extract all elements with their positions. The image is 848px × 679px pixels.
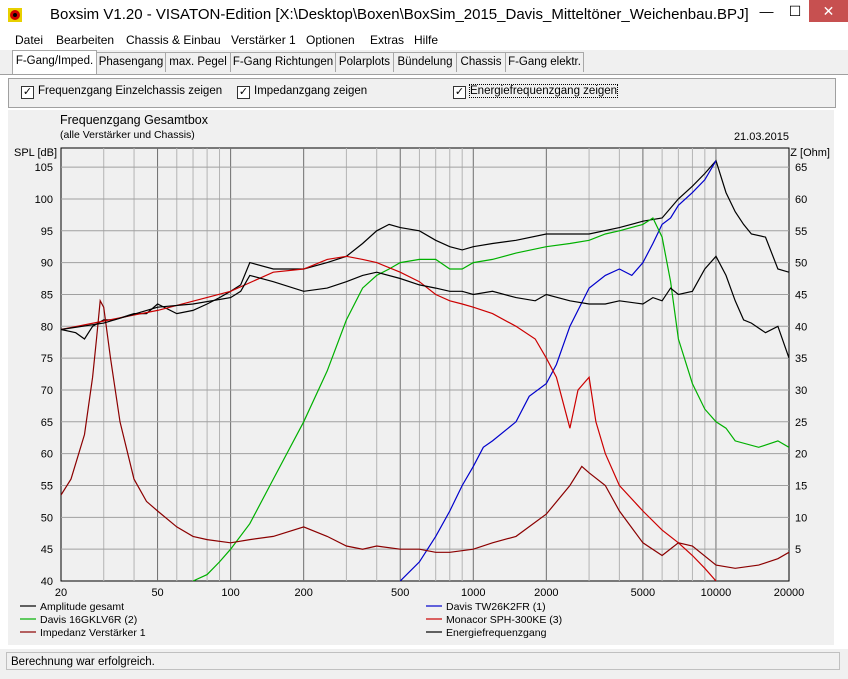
y2-tick-label: 30	[795, 385, 807, 397]
status-bar: Berechnung war erfolgreich.	[0, 649, 848, 679]
menu-datei[interactable]: Datei	[15, 33, 44, 47]
y2-tick-label: 55	[795, 226, 807, 238]
y-tick-label: 65	[41, 417, 53, 429]
tab-phasengang[interactable]: Phasengang	[96, 52, 166, 72]
checkbox-label: Frequenzgang Einzelchassis zeigen	[38, 85, 223, 97]
y-tick-label: 45	[41, 544, 53, 556]
y-tick-label: 70	[41, 385, 53, 397]
menu-extras[interactable]: Extras	[370, 33, 405, 47]
menu-verstaerker-1[interactable]: Verstärker 1	[231, 33, 296, 47]
y2-tick-label: 40	[795, 321, 807, 333]
legend-label: Monacor SPH-300KE (3)	[446, 614, 562, 626]
x-tick-label: 1000	[461, 587, 485, 599]
maximize-button[interactable]: ☐	[788, 3, 802, 19]
y2-tick-label: 50	[795, 258, 807, 270]
menu-hilfe[interactable]: Hilfe	[414, 33, 439, 47]
y-tick-label: 95	[41, 226, 53, 238]
checkbox-mark: ✓	[21, 86, 34, 99]
menu-chassis-einbau[interactable]: Chassis & Einbau	[126, 33, 221, 47]
plot-frame	[60, 147, 790, 582]
x-tick-label: 50	[151, 587, 163, 599]
tab-fgang-imped[interactable]: F-Gang/Imped.	[12, 50, 97, 74]
options-panel: ✓ Frequenzgang Einzelchassis zeigen ✓ Impe…	[8, 78, 836, 108]
y-axis-label: SPL [dB]	[14, 147, 57, 159]
menu-optionen[interactable]: Optionen	[306, 33, 355, 47]
checkbox-label: Energiefrequenzgang zeigen	[468, 84, 619, 98]
series-line-1	[61, 159, 789, 340]
legend-label: Impedanz Verstärker 1	[40, 627, 146, 639]
title-bar: Boxsim V1.20 - VISATON-Edition [X:\Deskt…	[0, 0, 848, 30]
legend-label: Davis TW26K2FR (1)	[446, 601, 546, 613]
close-button[interactable]: ✕	[809, 0, 848, 22]
x-tick-label: 20000	[774, 587, 805, 599]
chart-date: 21.03.2015	[734, 131, 789, 143]
y2-tick-label: 25	[795, 417, 807, 429]
x-tick-label: 20	[55, 587, 67, 599]
tab-chassis[interactable]: Chassis	[456, 52, 506, 72]
y-tick-label: 80	[41, 321, 53, 333]
y-tick-label: 55	[41, 480, 53, 492]
tab-strip: F-Gang/Imped. Phasengang max. Pegel F-Ga…	[0, 50, 848, 75]
y-tick-label: 100	[35, 194, 53, 206]
legend-label: Davis 16GKLV6R (2)	[40, 614, 137, 626]
y-tick-label: 75	[41, 353, 53, 365]
tab-fgang-elektr[interactable]: F-Gang elektr.	[505, 52, 584, 72]
checkbox-mark: ✓	[453, 86, 466, 99]
y-tick-label: 60	[41, 449, 53, 461]
chart-subtitle: (alle Verstärker und Chassis)	[60, 129, 195, 141]
y2-tick-label: 45	[795, 289, 807, 301]
tab-buendelung[interactable]: Bündelung	[393, 52, 457, 72]
x-tick-label: 5000	[631, 587, 655, 599]
series-line-4	[61, 255, 717, 581]
series-line-5	[61, 298, 789, 569]
series-line-3	[192, 217, 789, 581]
x-tick-label: 10000	[701, 587, 732, 599]
y2-tick-label: 5	[795, 544, 801, 556]
y-tick-label: 40	[41, 576, 53, 588]
minimize-button[interactable]: —	[759, 3, 774, 19]
checkbox-mark: ✓	[237, 86, 250, 99]
x-tick-label: 2000	[534, 587, 558, 599]
checkbox-label: Impedanzgang zeigen	[254, 85, 368, 97]
y2-tick-label: 35	[795, 353, 807, 365]
window-title: Boxsim V1.20 - VISATON-Edition [X:\Deskt…	[50, 6, 749, 23]
y2-tick-label: 15	[795, 480, 807, 492]
frequency-response-chart: 20 50 100 200 500 1000 2000 5000 10000 20000 40 45 5…	[14, 113, 830, 639]
tab-fgang-richtungen[interactable]: F-Gang Richtungen	[230, 52, 336, 72]
menu-bar: Datei Bearbeiten Chassis & Einbau Verstä…	[0, 30, 848, 50]
series-line-2	[399, 160, 717, 581]
chart-title: Frequenzgang Gesamtbox	[60, 113, 209, 127]
y2-axis-label: Z [Ohm]	[790, 147, 830, 159]
y2-tick-label: 65	[795, 162, 807, 174]
y-tick-label: 90	[41, 258, 53, 270]
x-tick-label: 200	[294, 587, 312, 599]
boxsim-app-icon[interactable]	[7, 7, 23, 23]
y-tick-label: 50	[41, 512, 53, 524]
status-text: Berechnung war erfolgreich.	[6, 652, 840, 670]
chart-area: 20 50 100 200 500 1000 2000 5000 10000 20000 40 45 5…	[8, 110, 834, 645]
tab-max-pegel[interactable]: max. Pegel	[165, 52, 231, 72]
y-tick-label: 85	[41, 289, 53, 301]
tab-polarplots[interactable]: Polarplots	[335, 52, 394, 72]
x-tick-label: 500	[391, 587, 409, 599]
y-tick-label: 105	[35, 162, 53, 174]
y2-tick-label: 60	[795, 194, 807, 206]
menu-bearbeiten[interactable]: Bearbeiten	[56, 33, 115, 47]
x-tick-label: 100	[221, 587, 239, 599]
y2-tick-label: 20	[795, 449, 807, 461]
legend-label: Amplitude gesamt	[40, 601, 124, 613]
series-line-6	[61, 255, 789, 359]
y2-tick-label: 10	[795, 512, 807, 524]
legend-label: Energiefrequenzgang	[446, 627, 547, 639]
